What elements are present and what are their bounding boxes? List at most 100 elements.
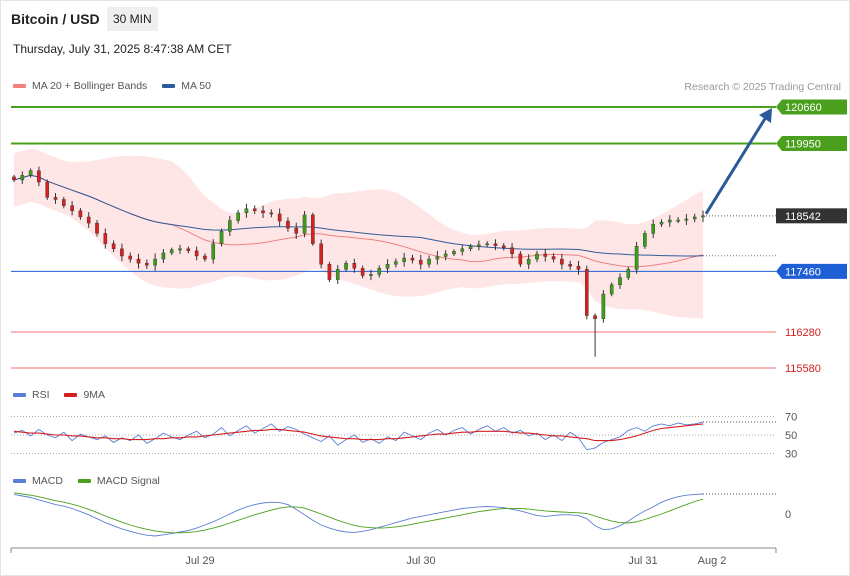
legend-ma20: MA 20 + Bollinger Bands [13,80,147,92]
candle-body [211,243,216,260]
candle-body [394,261,398,265]
candle-body [518,253,523,265]
level-label-120660: 120660 [785,102,822,114]
candle-body [95,222,99,234]
candle-body [468,246,473,250]
candle-body [103,233,108,244]
legend-rsi: RSI [13,389,50,401]
candle-body [244,208,249,214]
candle-body [277,213,282,222]
legend-macd: MACD [13,475,63,487]
candle-body [410,257,415,261]
candle-body [53,197,58,200]
candle-body [319,243,323,265]
candle-body [136,258,141,264]
candle-body [228,220,232,232]
level-label-115580: 115580 [785,363,821,375]
x-tick-label-Jul-30: Jul 30 [406,555,435,567]
level-label-117460: 117460 [785,266,821,278]
candle-body [510,247,514,255]
legend-macd-swatch [13,479,26,484]
rsi-tick-label-50: 50 [785,430,797,442]
legend-macd-signal: MACD Signal [77,475,160,487]
candle-body [634,246,639,270]
candle-body [460,248,465,252]
candle-body [120,248,124,257]
candle-body [369,274,373,276]
rsi-series-9MA [13,423,704,442]
level-tag-117460 [776,263,847,279]
candle-body [78,210,83,218]
candle-body [560,258,564,265]
candle-body [335,269,340,280]
candle-body [526,258,531,265]
candle-body [178,248,182,251]
candle-body [128,255,133,260]
level-label-119950: 119950 [785,138,821,150]
candle-body [111,243,116,250]
candle-body [626,269,631,278]
candle-body [169,249,174,254]
candle-body [443,253,448,257]
candle-body [352,262,357,269]
candle-body [601,293,606,319]
forecast-arrow-head [759,108,772,123]
candle-body [452,251,456,255]
macd-tick-label-0: 0 [785,509,791,521]
candle-body [427,258,431,265]
candle-body [651,223,655,234]
candle-body [311,214,315,244]
candle-body [501,245,506,248]
candle-body [543,253,548,257]
level-label-116280: 116280 [785,327,821,339]
legend-ma50-swatch [162,84,176,89]
candle-body [37,170,41,183]
macd-legend: MACD MACD Signal [13,475,172,487]
x-tick-label-Jul-29: Jul 29 [185,555,214,567]
macd-series-MACD Signal [13,492,704,534]
candle-body [70,205,74,211]
legend-rsi-ma-label: 9MA [83,389,106,401]
current-price-label: 118542 [785,211,821,223]
candle-body [12,176,16,181]
rsi-series-RSI [13,421,704,451]
candle-body [236,212,240,221]
candle-body [568,264,572,267]
timeframe-badge[interactable]: 30 MIN [107,7,158,31]
ma50-line [13,174,704,257]
chart-header: Bitcoin / USD 30 MIN [0,0,848,36]
current-price-tag [776,208,847,224]
macd-series-MACD [13,493,704,537]
candle-body [477,244,481,247]
instrument-title: Bitcoin / USD [11,11,100,27]
candle-body [435,256,440,260]
legend-ma20-swatch [13,84,26,89]
legend-rsi-swatch [13,393,26,398]
candle-body [344,262,348,270]
candle-body [584,269,589,316]
candle-body [186,248,191,252]
level-tag-120660 [776,99,847,115]
candle-body [302,214,307,234]
candle-body [219,231,224,244]
candle-body [618,277,622,285]
candle-body [261,210,265,214]
chart-datetime: Thursday, July 31, 2025 8:47:38 AM CET [13,42,232,56]
rsi-legend: RSI 9MA [13,389,117,401]
candle-body [692,216,697,220]
candle-body [62,199,66,206]
candle-body [684,218,689,221]
level-tag-119950 [776,135,847,151]
rsi-tick-label-30: 30 [785,449,797,461]
candle-body [667,219,672,223]
candle-body [701,215,705,218]
candle-body [485,243,489,246]
candle-body [294,228,299,234]
candle-body [269,212,274,215]
candle-body [609,284,614,295]
bollinger-band [14,148,703,319]
candle-body [145,262,149,266]
legend-rsi-ma: 9MA [64,389,105,401]
legend-macd-label: MACD [32,475,63,487]
